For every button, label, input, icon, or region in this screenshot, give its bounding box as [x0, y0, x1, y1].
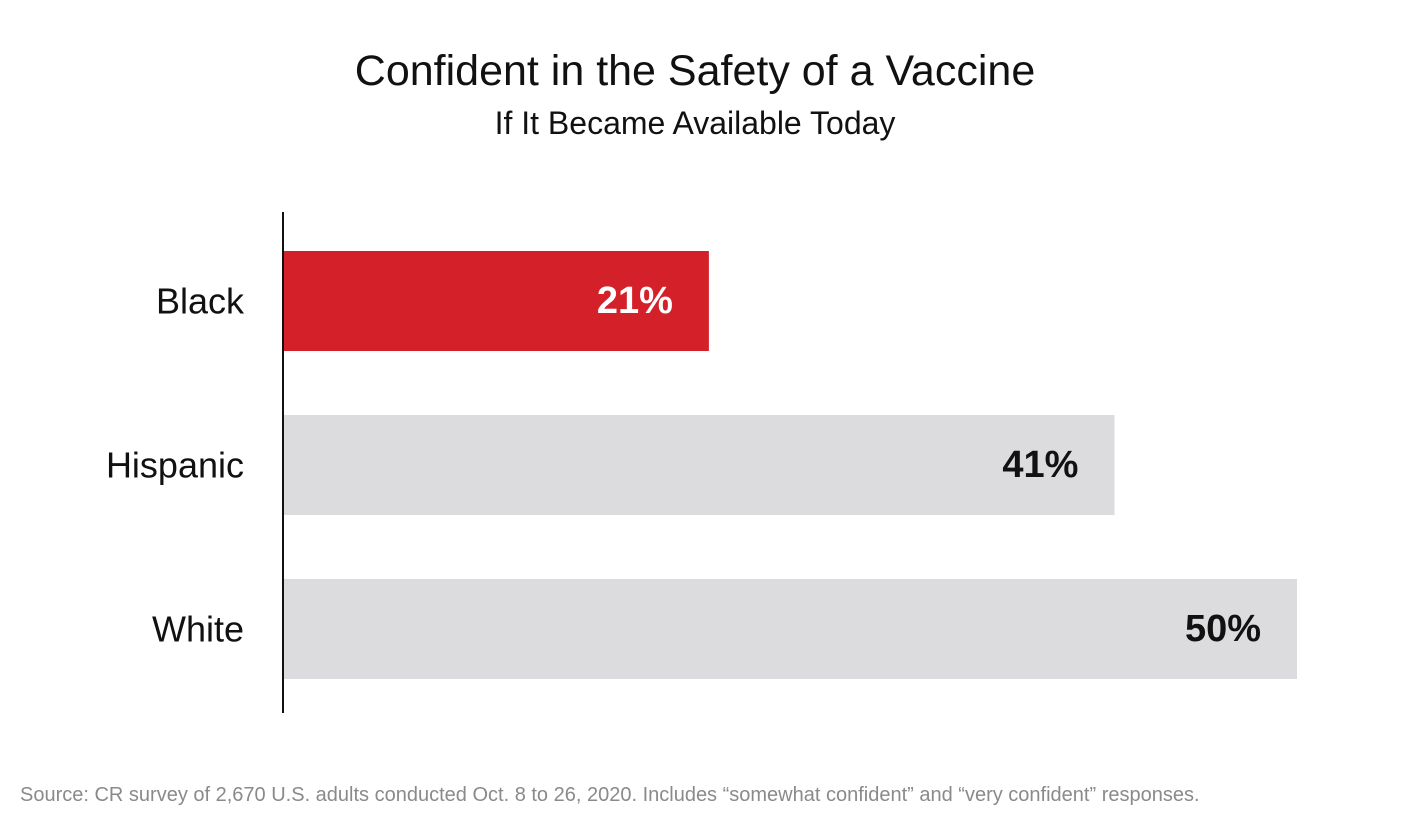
value-label-white: 50% — [1185, 608, 1261, 650]
bar-white — [283, 579, 1297, 679]
chart-subtitle: If It Became Available Today — [494, 105, 896, 141]
bar-black — [283, 251, 709, 351]
source-note: Source: CR survey of 2,670 U.S. adults c… — [20, 784, 1200, 806]
bar-hispanic — [283, 415, 1115, 515]
chart-title: Confident in the Safety of a Vaccine — [354, 47, 1036, 95]
category-label-white: White — [152, 609, 244, 650]
category-label-black: Black — [156, 281, 245, 322]
value-label-black: 21% — [597, 280, 673, 322]
bars-layer: Black 21% Hispanic 41% White 50% — [106, 251, 1297, 679]
value-label-hispanic: 41% — [1002, 444, 1078, 486]
category-label-hispanic: Hispanic — [106, 445, 244, 486]
